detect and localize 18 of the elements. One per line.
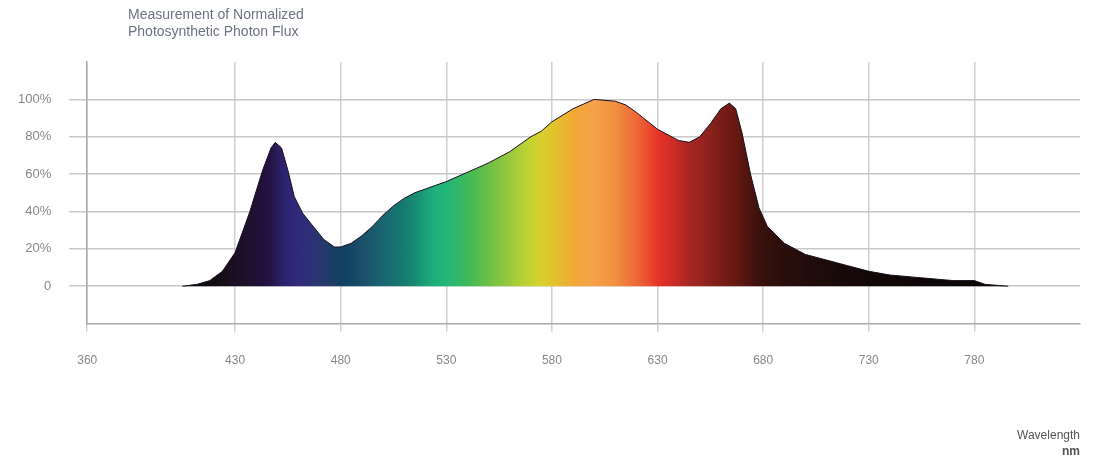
x-tick-label: 730 [858, 353, 880, 368]
y-tick-label: 100% [18, 90, 52, 106]
x-tick-label: 530 [436, 353, 457, 368]
x-tick-label: 480 [330, 353, 352, 368]
x-tick-label: 630 [647, 353, 668, 368]
x-tick-label: 430 [225, 353, 246, 368]
x-tick-label: 360 [77, 353, 98, 368]
y-tick-label: 20% [25, 240, 52, 256]
y-tick-label: 60% [25, 165, 52, 181]
text: nm [1061, 443, 1080, 459]
x-tick-label: 580 [541, 353, 563, 368]
y-tick-label: 0 [44, 277, 52, 293]
x-tick-label: 780 [964, 353, 985, 368]
text: Wavelength [1017, 427, 1080, 443]
y-tick-label: 80% [25, 128, 52, 144]
y-tick-label: 40% [25, 203, 52, 219]
chart-title: Measurement of Normalized Photosynthetic Photon Flux [128, 6, 305, 40]
x-tick-label: 680 [753, 353, 774, 368]
